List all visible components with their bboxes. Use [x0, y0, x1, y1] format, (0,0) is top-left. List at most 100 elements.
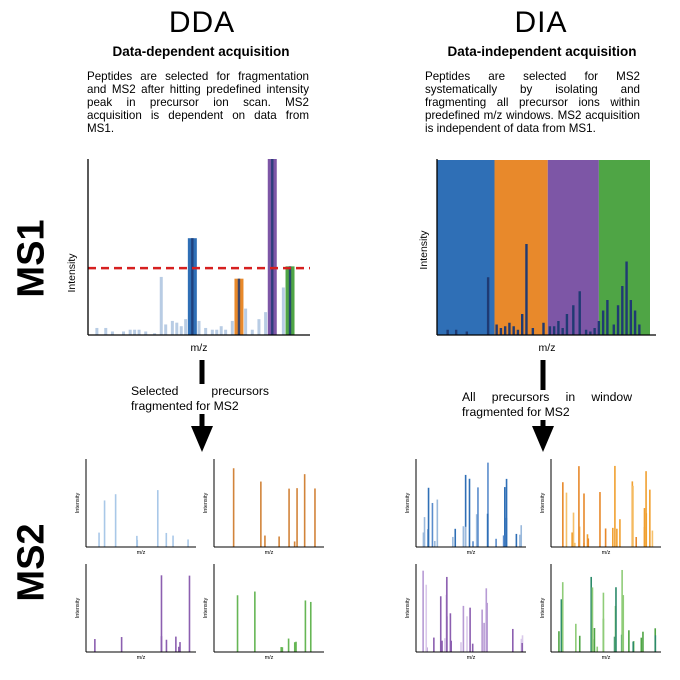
ms2-peak — [232, 468, 235, 547]
ms2-peak — [264, 535, 266, 547]
ms2-peak — [651, 530, 654, 547]
ms2-y-label: Intensity — [203, 493, 209, 514]
ms2-peak — [254, 591, 256, 652]
ms2-x-label: m/z — [467, 655, 476, 660]
ms2-peak — [466, 616, 468, 652]
dda-ms1-peak — [170, 320, 174, 335]
ms2-peak — [472, 541, 474, 547]
ms2-peaks — [236, 591, 312, 652]
ms2-peak — [602, 592, 605, 652]
dia-ms1-peak — [597, 321, 601, 335]
dda-ms1-peak — [133, 329, 137, 335]
ms2-peak — [172, 535, 174, 547]
ms2-peak — [441, 640, 443, 652]
ms2-peak — [260, 481, 262, 547]
ms2-panel: Intensity m/z — [405, 459, 526, 555]
dia-ms1-peak — [612, 324, 615, 335]
ms2-peak — [590, 576, 593, 652]
dia-ms1-peak — [548, 326, 552, 335]
dia-subtitle: Data-independent acquisition — [447, 44, 637, 59]
ms2-peak — [278, 536, 280, 547]
ms2-x-label: m/z — [137, 655, 146, 660]
ms2-peak — [178, 646, 180, 652]
ms2-peak — [572, 512, 575, 547]
dia-ms1-bars — [446, 244, 641, 335]
ms2-y-label: Intensity — [540, 598, 546, 619]
ms2-peak — [422, 570, 424, 652]
ms2-peak — [515, 533, 518, 547]
ms2-peak — [433, 540, 436, 547]
dda-ms1-peak — [204, 327, 208, 335]
dia-ms1-peak — [454, 329, 458, 335]
ms2-y-label: Intensity — [540, 493, 546, 514]
dia-ms1-windows — [437, 160, 650, 335]
ms2-peak — [460, 642, 462, 652]
row-label-ms2: MS2 — [10, 523, 53, 602]
dda-ms1-peak — [215, 329, 219, 335]
ms2-peak — [578, 466, 580, 547]
ms2-peak — [519, 534, 521, 547]
ms2-peak — [309, 601, 312, 652]
dia-ms1-peak — [542, 322, 545, 335]
dia-ms1-peak — [565, 314, 569, 335]
ms2-peaks — [94, 575, 191, 652]
row-label-ms1: MS1 — [10, 219, 53, 298]
ms2-peak — [635, 536, 638, 547]
ms2-peak — [621, 569, 623, 652]
ms2-peak — [103, 500, 106, 547]
ms2-peak — [187, 539, 189, 547]
dia-ms1-peak — [495, 324, 498, 335]
ms2-peak — [521, 642, 523, 652]
ms2-peak — [571, 532, 573, 547]
dda-ms1-peak — [137, 329, 141, 335]
ms2-peak — [94, 639, 96, 652]
dia-arrow-head-icon — [532, 426, 554, 452]
ms2-peak — [512, 628, 514, 652]
ms2-peak — [604, 528, 607, 547]
ms2-peak — [485, 588, 488, 652]
dia-title: DIA — [514, 6, 568, 39]
dia-ms1-peak — [446, 329, 449, 335]
ms2-x-label: m/z — [602, 550, 611, 555]
dda-ms1-peak — [250, 329, 254, 335]
dia-ms1-peak — [499, 328, 503, 335]
ms2-peak — [288, 488, 290, 547]
ms2-panel: Intensity m/z — [540, 564, 661, 660]
dda-ms1-bars — [88, 159, 310, 335]
ms2-peak — [293, 642, 296, 652]
ms2-peak — [120, 637, 123, 652]
dia-ms1-peak — [552, 326, 556, 335]
ms2-peak — [495, 538, 497, 547]
ms2-peak — [236, 595, 239, 652]
dia-ms1-peak — [606, 300, 609, 335]
ms2-peaks — [422, 462, 523, 547]
dda-ms1-peak — [95, 327, 99, 335]
dia-ms1-y-label: Intensity — [418, 230, 430, 270]
dda-ms1-peak — [164, 324, 168, 335]
ms2-peak — [614, 465, 616, 547]
dda-ms1-peak — [224, 329, 228, 335]
dia-ms1-peak — [625, 261, 628, 335]
ms2-peak — [462, 526, 465, 547]
ms2-peak — [481, 609, 483, 652]
dia-ms1-peak — [584, 329, 588, 335]
dda-ms1-peak — [122, 331, 126, 335]
dda-title: DDA — [168, 6, 236, 39]
ms2-peak — [431, 502, 434, 547]
ms2-peak — [565, 492, 568, 547]
ms2-panel: Intensity m/z — [203, 564, 324, 660]
ms2-peak — [296, 488, 298, 547]
ms2-peak — [165, 639, 168, 652]
ms2-peak — [477, 487, 479, 547]
dda-ms1-chart: Intensity m/z — [66, 159, 310, 354]
ms2-peak — [464, 526, 467, 547]
ms2-panel: Intensity m/z — [405, 564, 526, 660]
dda-ms1-selected-peak-core — [271, 159, 274, 335]
dda-ms1-peak — [128, 329, 132, 335]
ms2-y-label: Intensity — [75, 493, 81, 514]
dia-ms1-peak — [508, 322, 511, 335]
ms2-peak — [439, 596, 442, 652]
ms2-peak — [575, 623, 577, 652]
dia-ms1-peak — [572, 305, 575, 335]
dda-ms1-peak — [184, 319, 188, 335]
